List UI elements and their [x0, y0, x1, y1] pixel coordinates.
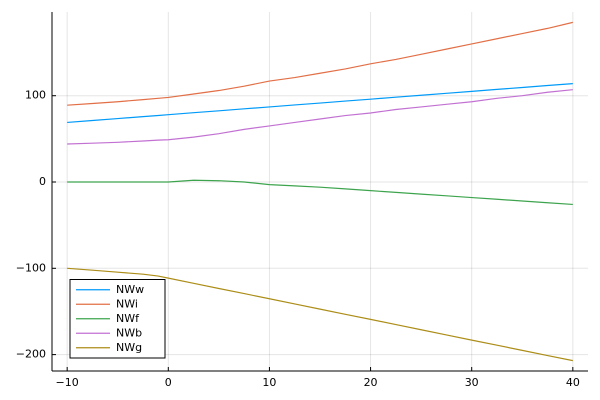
series-line	[67, 83, 573, 124]
legend-label: NWb	[116, 326, 142, 339]
series-line	[67, 267, 573, 362]
y-tick-label: −200	[16, 348, 46, 361]
legend-label: NWw	[116, 283, 144, 296]
x-tick-label: −10	[56, 376, 79, 389]
x-tick-label: 0	[165, 376, 172, 389]
x-tick-label: 20	[364, 376, 378, 389]
y-tick-label: 0	[39, 175, 46, 188]
y-tick-label: 100	[25, 89, 46, 102]
x-tick-label: 30	[465, 376, 479, 389]
x-tick-label: 10	[262, 376, 276, 389]
series-line	[67, 179, 573, 206]
series-line	[67, 21, 573, 106]
legend-label: NWg	[116, 341, 142, 354]
y-tick-label: −100	[16, 261, 46, 274]
legend-label: NWi	[116, 297, 138, 310]
x-tick-label: 40	[566, 376, 580, 389]
series-line	[67, 89, 573, 145]
legend-label: NWf	[116, 312, 140, 325]
